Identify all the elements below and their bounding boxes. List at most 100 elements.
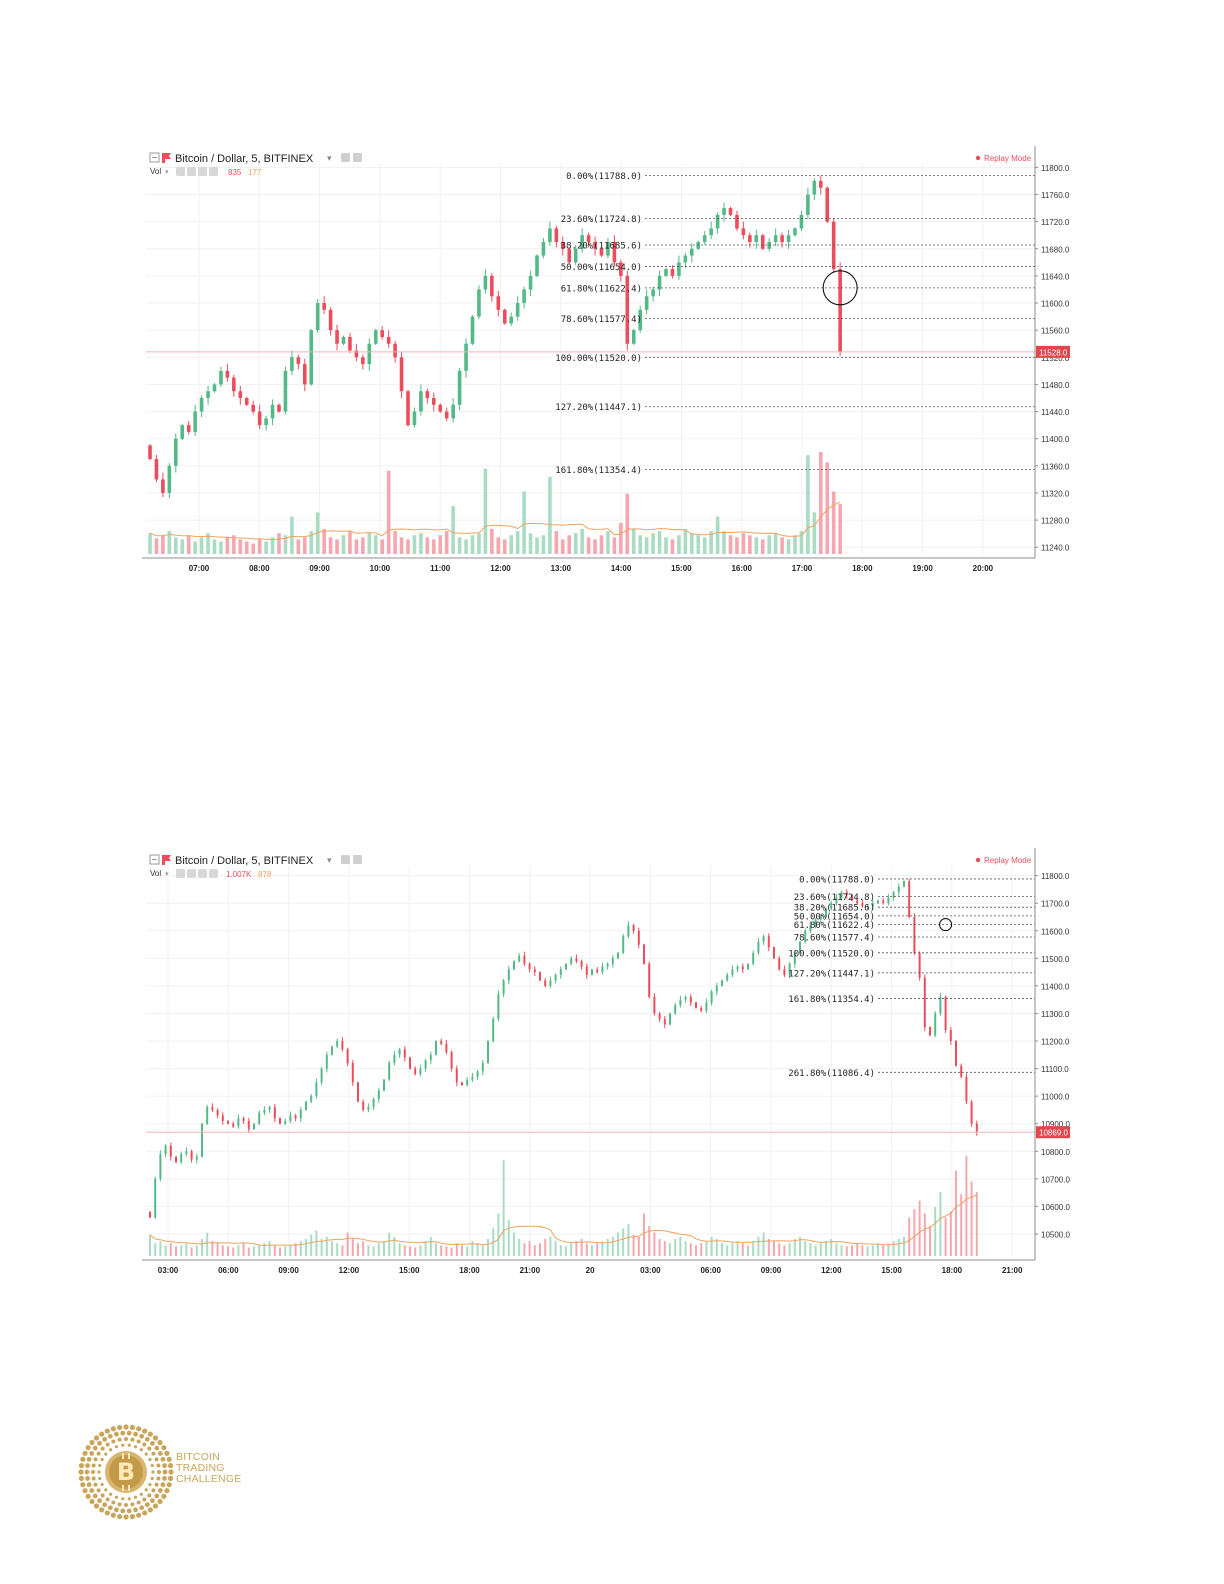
candle-body	[892, 892, 895, 898]
candle-body	[825, 187, 830, 222]
candle-body	[273, 1107, 276, 1119]
volume-bar	[929, 1226, 931, 1256]
volume-bar	[283, 535, 288, 554]
volume-bar	[752, 1241, 755, 1256]
volume-bar	[322, 529, 326, 554]
logo-dot	[96, 1451, 101, 1456]
volume-add-icon[interactable]	[198, 869, 207, 878]
volume-bar	[773, 1241, 775, 1256]
candle-body	[518, 955, 521, 962]
volume-eye-icon[interactable]	[176, 167, 185, 176]
chart-2-svg[interactable]: 0.00%(11788.0) 23.60%(11724.8)38.20%(1168…	[142, 848, 1074, 1278]
candle-body	[251, 404, 255, 412]
volume-bar	[159, 1241, 162, 1256]
logo-dot	[92, 1493, 98, 1499]
candle-body	[715, 985, 718, 992]
candle-body	[429, 1054, 432, 1061]
fib-level-label: 127.20%(11447.1)	[555, 403, 642, 413]
logo-line-2: TRADING	[176, 1462, 225, 1474]
logo-dot	[114, 1445, 119, 1449]
volume-bar	[903, 1236, 905, 1256]
bitcoin-chart-2[interactable]: 0.00%(11788.0) 23.60%(11724.8) 38.20%(1168…	[142, 848, 1074, 1278]
volume-bar	[362, 1241, 365, 1256]
candle-body	[445, 1043, 448, 1053]
logo-dot	[151, 1470, 155, 1474]
volume-bar	[414, 1247, 417, 1256]
candle-body	[253, 1123, 255, 1130]
price-axis-label: 11600.0	[1041, 927, 1070, 936]
volume-bar	[149, 1234, 151, 1256]
volume-bar	[190, 1247, 193, 1256]
close-icon[interactable]	[353, 153, 362, 162]
volume-bar	[199, 537, 204, 554]
candle-body	[303, 364, 307, 385]
volume-eye-icon[interactable]	[176, 869, 185, 878]
volume-bar	[702, 537, 707, 554]
volume-settings-icon[interactable]	[187, 869, 196, 878]
candle-body	[305, 1101, 307, 1110]
volume-add-icon[interactable]	[198, 167, 207, 176]
price-axis-label: 11560.0	[1041, 327, 1070, 336]
volume-bar	[975, 1192, 978, 1256]
candle-body	[507, 969, 510, 981]
volume-bar	[838, 504, 842, 554]
settings-icon[interactable]	[341, 855, 350, 864]
volume-settings-icon[interactable]	[187, 167, 196, 176]
volume-bar	[206, 533, 210, 554]
candle-body	[444, 411, 449, 419]
logo-dot	[89, 1451, 95, 1456]
chart-1-svg[interactable]: 0.00%(11788.0) 23.60%(11724.8) 38.20%(1168…	[142, 146, 1074, 574]
logo-dot	[142, 1510, 148, 1516]
candle-body	[736, 966, 739, 970]
volume-bar	[490, 529, 494, 554]
logo-dot	[150, 1440, 155, 1446]
volume-bar	[502, 1160, 505, 1256]
volume-bar	[296, 539, 301, 554]
volume-bar	[767, 1238, 770, 1256]
candle-body	[580, 235, 584, 249]
volume-close-icon[interactable]	[209, 167, 218, 176]
volume-close-icon[interactable]	[209, 869, 218, 878]
volume-bar	[315, 1230, 318, 1256]
volume-bar	[670, 539, 675, 554]
volume-bar	[887, 1243, 890, 1256]
logo-line-1: BITCOIN	[176, 1451, 220, 1463]
volume-bar	[804, 1241, 807, 1256]
volume-bar	[799, 531, 804, 554]
candle-body	[346, 1049, 349, 1064]
logo-dot	[144, 1452, 148, 1456]
logo-dot	[161, 1493, 167, 1499]
bitcoin-chart-1[interactable]: 0.00%(11788.0) 23.60%(11724.8) 38.20%(1168…	[142, 146, 1074, 574]
logo-dot	[102, 1436, 108, 1442]
volume-bar	[757, 1236, 760, 1256]
close-icon[interactable]	[353, 855, 362, 864]
volume-bar	[320, 1238, 323, 1256]
candle-body	[877, 900, 879, 904]
collapse-icon[interactable]	[149, 152, 160, 163]
candle-body	[866, 905, 869, 907]
settings-icon[interactable]	[341, 153, 350, 162]
candle-body	[559, 969, 562, 975]
collapse-icon[interactable]	[149, 854, 160, 865]
volume-bar	[284, 1246, 287, 1256]
volume-bar	[357, 1243, 359, 1256]
volume-bar	[643, 1213, 645, 1256]
volume-bar	[175, 1246, 177, 1256]
candle-body	[549, 980, 552, 986]
volume-bar	[939, 1192, 942, 1256]
candle-body	[722, 208, 726, 215]
candle-body	[455, 1068, 458, 1083]
candle-body	[835, 897, 838, 904]
volume-bar	[193, 541, 197, 554]
volume-bar	[232, 535, 236, 554]
logo-dot	[85, 1493, 91, 1499]
volume-bar	[819, 1243, 822, 1256]
flag-icon-tail	[165, 855, 171, 861]
candle-body	[573, 248, 578, 263]
logo-dot	[150, 1476, 154, 1481]
volume-bar	[377, 1243, 380, 1256]
candle-body	[533, 969, 536, 973]
volume-bar	[216, 1243, 219, 1256]
logo-dot	[167, 1475, 174, 1481]
time-axis-label: 18:00	[852, 564, 873, 573]
